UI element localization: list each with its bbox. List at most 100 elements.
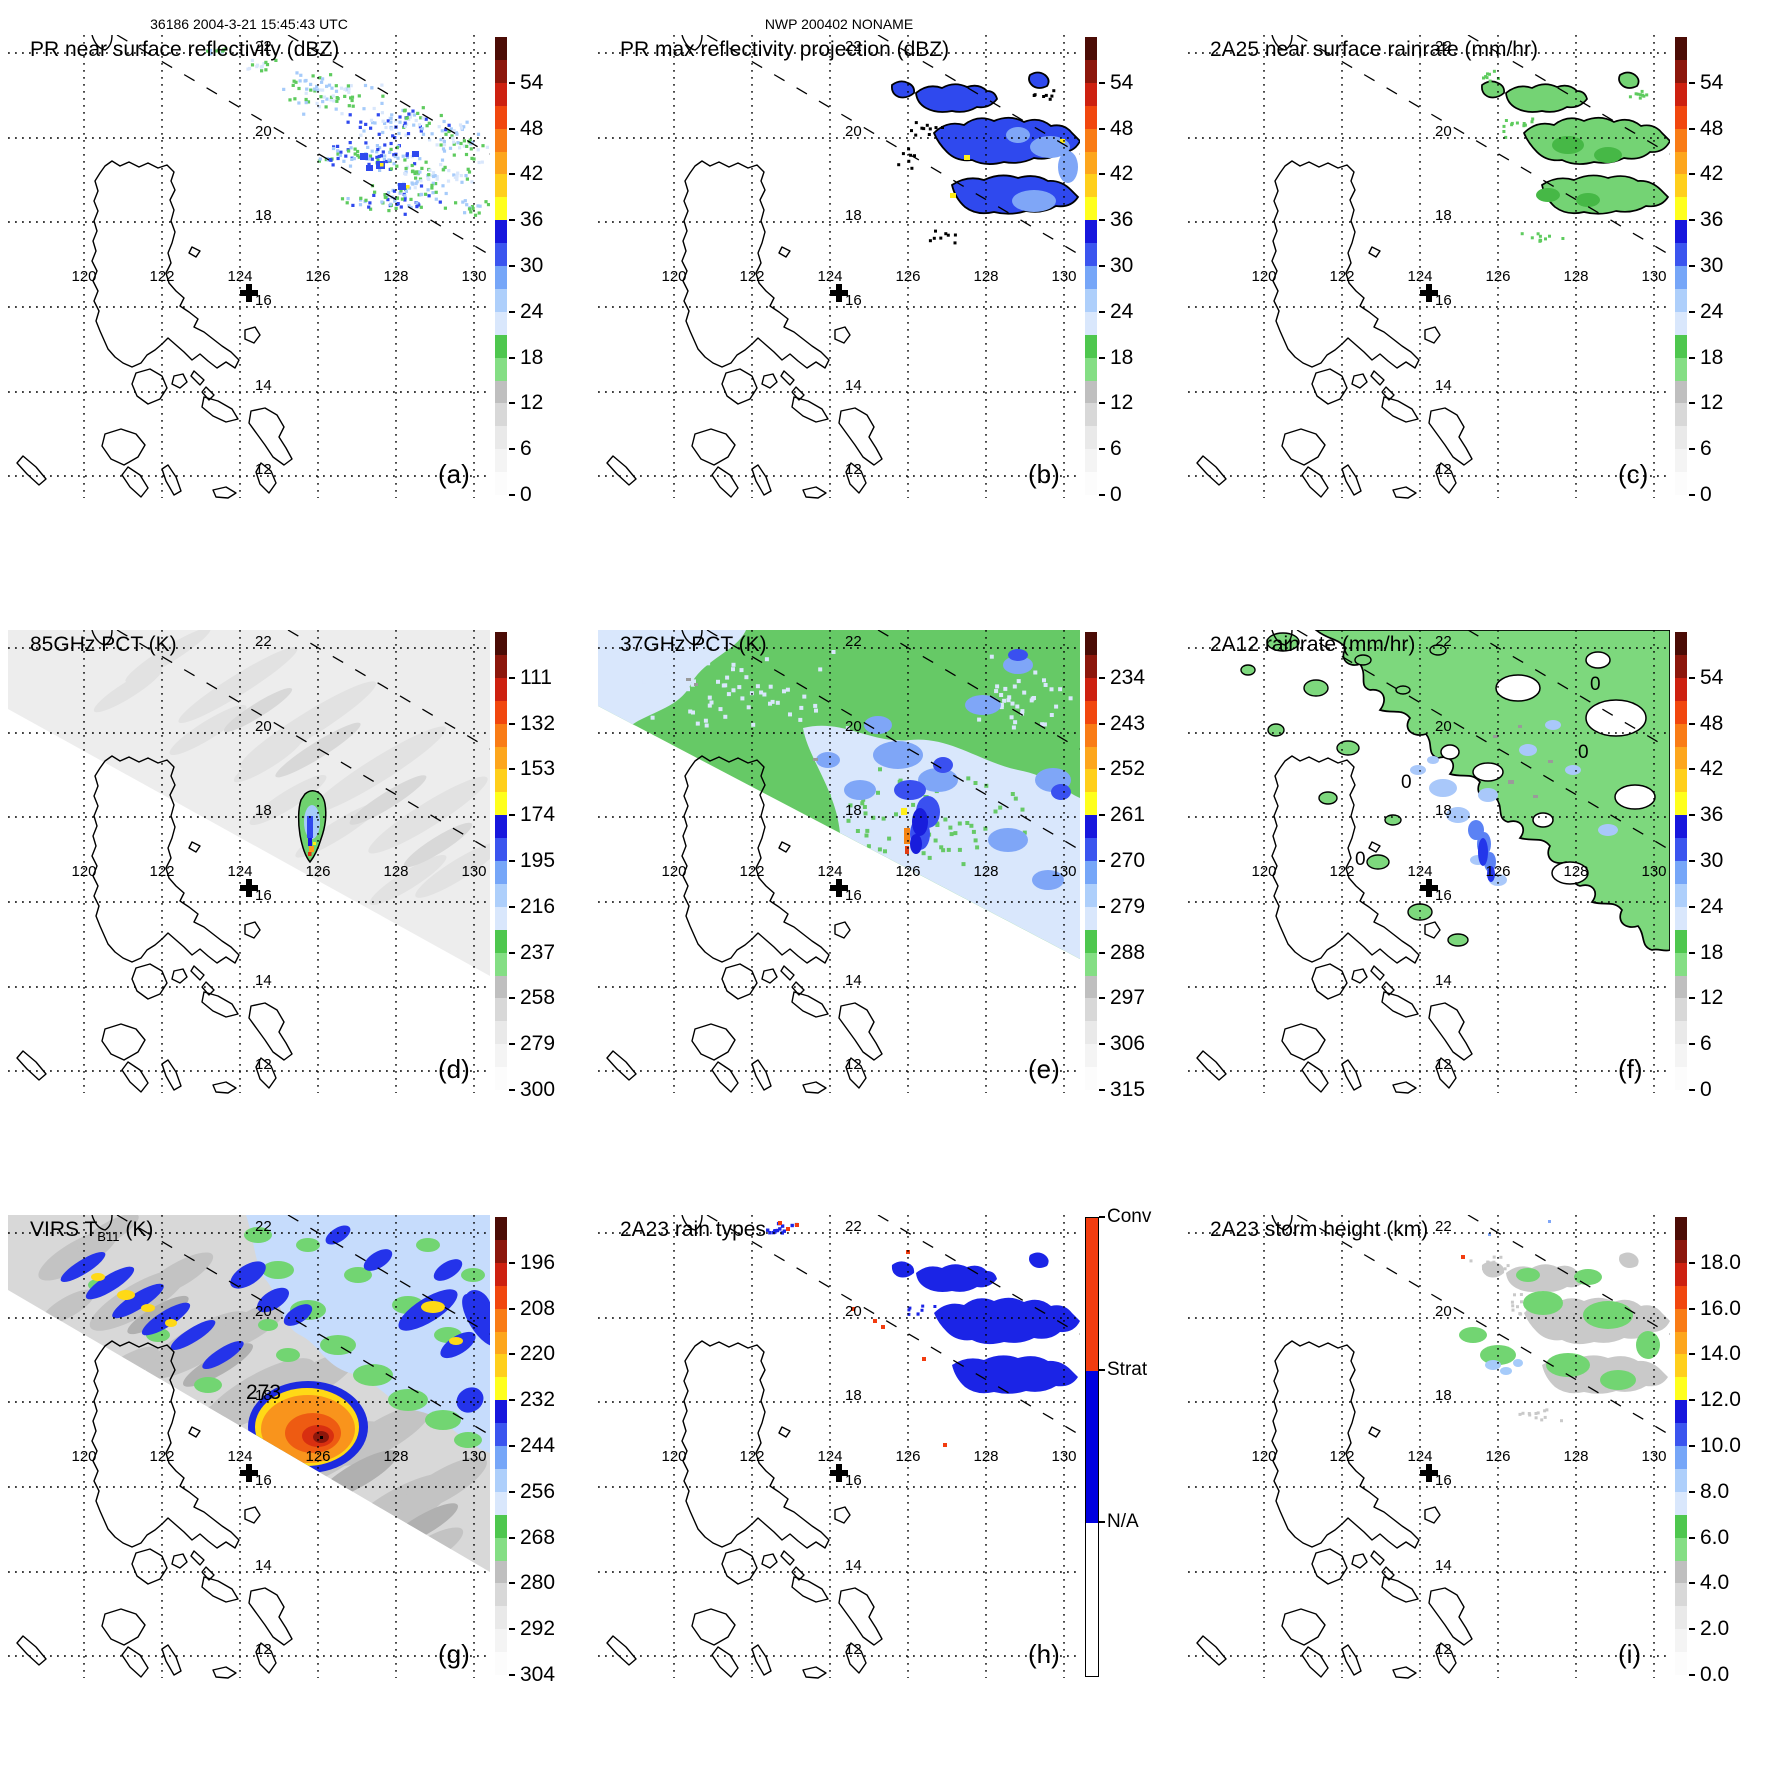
- lon-label: 124: [227, 268, 252, 285]
- colorbar-segment: [1675, 36, 1687, 60]
- lon-label: 130: [1051, 1448, 1076, 1465]
- panel-letter: (e): [1028, 1054, 1060, 1084]
- lon-label: 120: [661, 268, 686, 285]
- lon-label: 128: [973, 268, 998, 285]
- colorbar-segment: [1675, 906, 1687, 930]
- lon-label: 124: [1407, 1448, 1432, 1465]
- panel-title: PR near surface reflectivity (dBZ): [30, 38, 340, 61]
- colorbar-tick: [1689, 905, 1695, 908]
- colorbar-segment: [1085, 380, 1097, 404]
- panel-letter: (g): [438, 1639, 470, 1669]
- colorbar-segment: [1085, 425, 1097, 450]
- colorbar-tick-label: 297: [1110, 986, 1146, 1010]
- colorbar-tick: [1099, 814, 1105, 817]
- colorbar-segment: [495, 975, 507, 999]
- lon-label: 126: [305, 268, 330, 285]
- colorbar-tick-label: 12: [1110, 391, 1134, 415]
- storm-center-cross: [1420, 879, 1438, 897]
- colorbar-segment: [1085, 288, 1097, 312]
- colorbar-segment: [1675, 1262, 1687, 1286]
- colorbar-segment: [1085, 471, 1097, 495]
- storm-center-cross: [1420, 1464, 1438, 1482]
- lat-label: 12: [255, 1056, 272, 1073]
- lat-label: 16: [1435, 887, 1452, 904]
- colorbar-tick-label: 2.0: [1700, 1617, 1730, 1641]
- lat-label: 20: [255, 123, 272, 140]
- panel-h: 120 122 124 126 128 130 22 20 18 16 14 12 2A23 rain…: [598, 1206, 1163, 1720]
- colorbar-tick-label: 18: [1110, 345, 1134, 369]
- lat-label: 22: [1435, 633, 1452, 650]
- lat-label: 18: [255, 1387, 272, 1404]
- lon-label: 126: [895, 268, 920, 285]
- colorbar-segment: [1085, 311, 1097, 335]
- lon-label: 122: [739, 268, 764, 285]
- colorbar-tick: [1689, 1445, 1695, 1447]
- colorbar-tick: [1689, 1399, 1695, 1402]
- colorbar-segment: [495, 1422, 507, 1446]
- colorbar-segment: [1085, 1066, 1097, 1090]
- colorbar-tick-label: 12.0: [1700, 1388, 1741, 1412]
- colorbar-segment: [495, 288, 507, 312]
- colorbar-tick-label: 42: [1700, 757, 1724, 781]
- colorbar-tick: [1689, 1582, 1695, 1585]
- panel-e: 120 122 124 126 128 130 22 20 18 16 14 12 37GHz PCT…: [598, 630, 1163, 1135]
- colorbar-tick-label: 304: [520, 1663, 556, 1686]
- colorbar-tick: [509, 310, 515, 313]
- colorbar-tick: [1099, 768, 1105, 771]
- storm-center-cross: [830, 879, 848, 897]
- colorbar-segment: [1085, 196, 1097, 221]
- lon-label: 126: [1485, 863, 1510, 880]
- colorbar-tick: [1689, 173, 1695, 176]
- colorbar-tick-label: 280: [520, 1571, 556, 1595]
- colorbar-tick: [1099, 1043, 1105, 1046]
- colorbar-tick-label: 24: [520, 299, 544, 323]
- colorbar-tick: [1689, 1043, 1695, 1046]
- panel-letter: (i): [1618, 1639, 1642, 1669]
- colorbar-segment: [1085, 997, 1097, 1022]
- colorbar-segment: [1085, 105, 1097, 129]
- colorbar-tick: [1689, 951, 1695, 954]
- colorbar-tick: [1099, 676, 1105, 679]
- colorbar-tick-label: 42: [1110, 162, 1134, 186]
- colorbar-tick-label: 42: [520, 162, 544, 186]
- colorbar-segment: [495, 1239, 507, 1263]
- colorbar-segment: [1675, 1537, 1687, 1561]
- colorbar-tick-label: 0: [1110, 483, 1122, 506]
- colorbar-tick-label: 237: [520, 940, 556, 964]
- colorbar-segment: [495, 1582, 507, 1607]
- colorbar-segment: [495, 105, 507, 129]
- lon-label: 130: [1051, 863, 1076, 880]
- colorbar-tick: [509, 1445, 515, 1447]
- colorbar-tick-label: 54: [1700, 665, 1724, 689]
- colorbar-segment: [495, 677, 507, 701]
- colorbar-tick-label: 244: [520, 1434, 556, 1457]
- colorbar-segment: [1675, 768, 1687, 793]
- lat-label: 12: [1435, 1641, 1452, 1658]
- colorbar: [1085, 631, 1097, 1090]
- panel-f: 120 122 124 126 128 130 22 20 18 16 14 12 0 0 0 0 2A12 …: [1188, 630, 1753, 1135]
- lon-label: 128: [1563, 863, 1588, 880]
- colorbar-tick-label: 8.0: [1700, 1479, 1730, 1503]
- panel-d: 120 122 124 126 128 130 22 20 18 16 14 12 85GHz PCT…: [8, 630, 573, 1135]
- colorbar: [1085, 36, 1097, 495]
- lat-label: 18: [845, 1387, 862, 1404]
- storm-center-cross: [240, 1464, 258, 1482]
- map-g: 120 122 124 126 128 130 22 20 18 16 14 12 273: [8, 1215, 490, 1679]
- colorbar-tick: [509, 676, 515, 679]
- colorbar-segment: [1675, 1066, 1687, 1090]
- colorbar-tick: [1099, 310, 1105, 313]
- colorbar-tick-label: 216: [520, 894, 556, 918]
- colorbar-segment: [495, 883, 507, 907]
- colorbar-segment: [1675, 1605, 1687, 1630]
- colorbar-tick-label: 208: [520, 1296, 556, 1320]
- colorbar-segment: [1085, 860, 1097, 884]
- colorbar-segment: [495, 1376, 507, 1401]
- colorbar-segment: [495, 1514, 507, 1538]
- colorbar-tick-label: 36: [520, 208, 544, 232]
- colorbar-tick-label: 30: [1700, 254, 1724, 277]
- colorbar-tick-label: 36: [1700, 803, 1724, 827]
- lon-label: 128: [973, 1448, 998, 1465]
- lon-label: 128: [973, 863, 998, 880]
- colorbar-segment: [1675, 1239, 1687, 1263]
- colorbar-segment: [495, 196, 507, 221]
